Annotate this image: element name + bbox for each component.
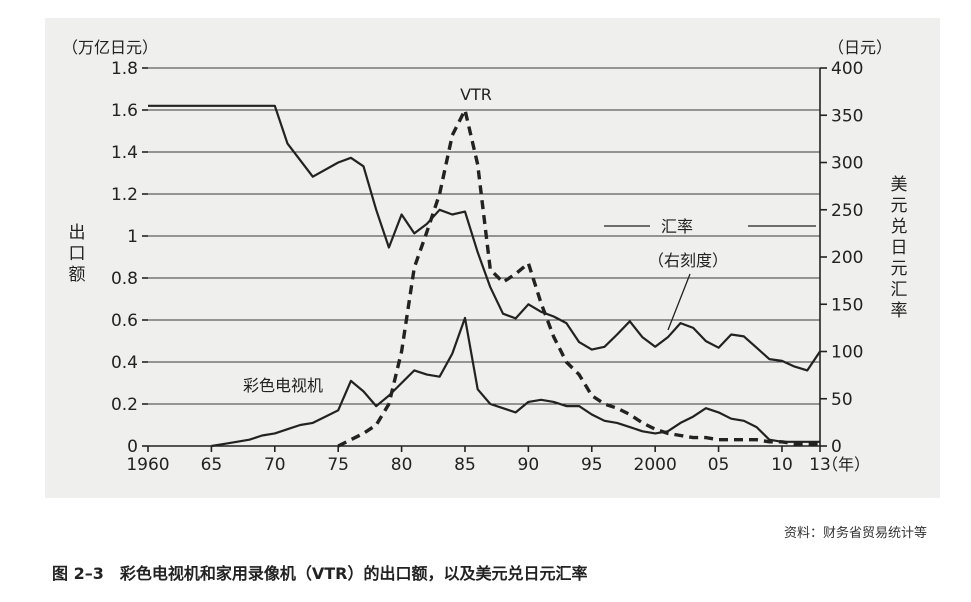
right-axis-title-char: 兑 — [891, 217, 908, 237]
series-line-vtr — [337, 108, 820, 448]
right-tick-label: 100 — [831, 343, 863, 363]
x-tick-label: 2000 — [634, 455, 677, 475]
x-tick-label: 95 — [581, 455, 603, 475]
exchange-rate-sub-label: （右刻度） — [648, 251, 728, 270]
right-axis-title-char: 率 — [891, 301, 908, 321]
left-tick-label: 1.6 — [111, 101, 138, 121]
right-unit-label: （日元） — [828, 38, 892, 57]
exchange-rate-sub-leader — [667, 273, 691, 331]
right-tick-label: 350 — [831, 106, 863, 126]
right-tick-label: 250 — [831, 201, 863, 221]
right-axis-title-char: 汇 — [891, 280, 908, 300]
left-tick-label: 0 — [127, 437, 138, 457]
series-layer — [148, 104, 821, 448]
source-note: 资料：财务省贸易统计等 — [783, 526, 927, 541]
vtr-label: VTR — [460, 85, 492, 104]
left-tick-label: 0.6 — [111, 311, 138, 331]
series-line-exchange-rate — [148, 104, 821, 372]
left-tick-label: 1.8 — [111, 59, 138, 79]
right-tick-label: 0 — [831, 437, 842, 457]
x-tick-label: 13 — [809, 455, 831, 475]
x-tick-label: 80 — [391, 455, 413, 475]
x-tick-label: 75 — [327, 455, 349, 475]
right-axis-title-char: 美 — [891, 175, 908, 195]
x-tick-label: 65 — [201, 455, 223, 475]
x-tick-label: 05 — [708, 455, 730, 475]
x-tick-label: 90 — [518, 455, 540, 475]
right-tick-label: 300 — [831, 154, 863, 174]
figure-caption: 图 2–3 彩色电视机和家用录像机（VTR）的出口额，以及美元兑日元汇率 — [52, 564, 588, 583]
exchange-rate-label: 汇率 — [661, 217, 693, 236]
right-axis-title-char: 元 — [891, 259, 908, 279]
x-unit-label: （年） — [822, 455, 870, 474]
x-tick-label: 1960 — [126, 455, 169, 475]
left-axis-title-char: 口 — [69, 244, 86, 264]
x-tick-label: 85 — [454, 455, 476, 475]
left-tick-label: 0.4 — [111, 353, 138, 373]
color-tv-label: 彩色电视机 — [243, 376, 323, 395]
axis-layer: 00.20.40.60.811.21.41.61.805010015020025… — [111, 59, 864, 475]
left-tick-label: 0.8 — [111, 269, 138, 289]
left-tick-label: 1 — [127, 227, 138, 247]
grid-layer — [148, 67, 820, 405]
left-tick-label: 1.2 — [111, 185, 138, 205]
left-tick-label: 0.2 — [111, 395, 138, 415]
right-tick-label: 400 — [831, 59, 863, 79]
right-axis-title-char: 日 — [891, 238, 908, 258]
right-tick-label: 200 — [831, 248, 863, 268]
x-tick-label: 70 — [264, 455, 286, 475]
left-axis-title-char: 额 — [69, 265, 86, 285]
left-unit-label: （万亿日元） — [62, 38, 158, 57]
series-line-color-tv — [211, 316, 820, 448]
plot-background — [45, 18, 940, 498]
left-tick-label: 1.4 — [111, 143, 138, 163]
right-tick-label: 150 — [831, 295, 863, 315]
x-tick-label: 10 — [771, 455, 793, 475]
left-axis-title-char: 出 — [69, 223, 86, 243]
right-tick-label: 50 — [831, 390, 853, 410]
right-axis-title-char: 元 — [891, 196, 908, 216]
